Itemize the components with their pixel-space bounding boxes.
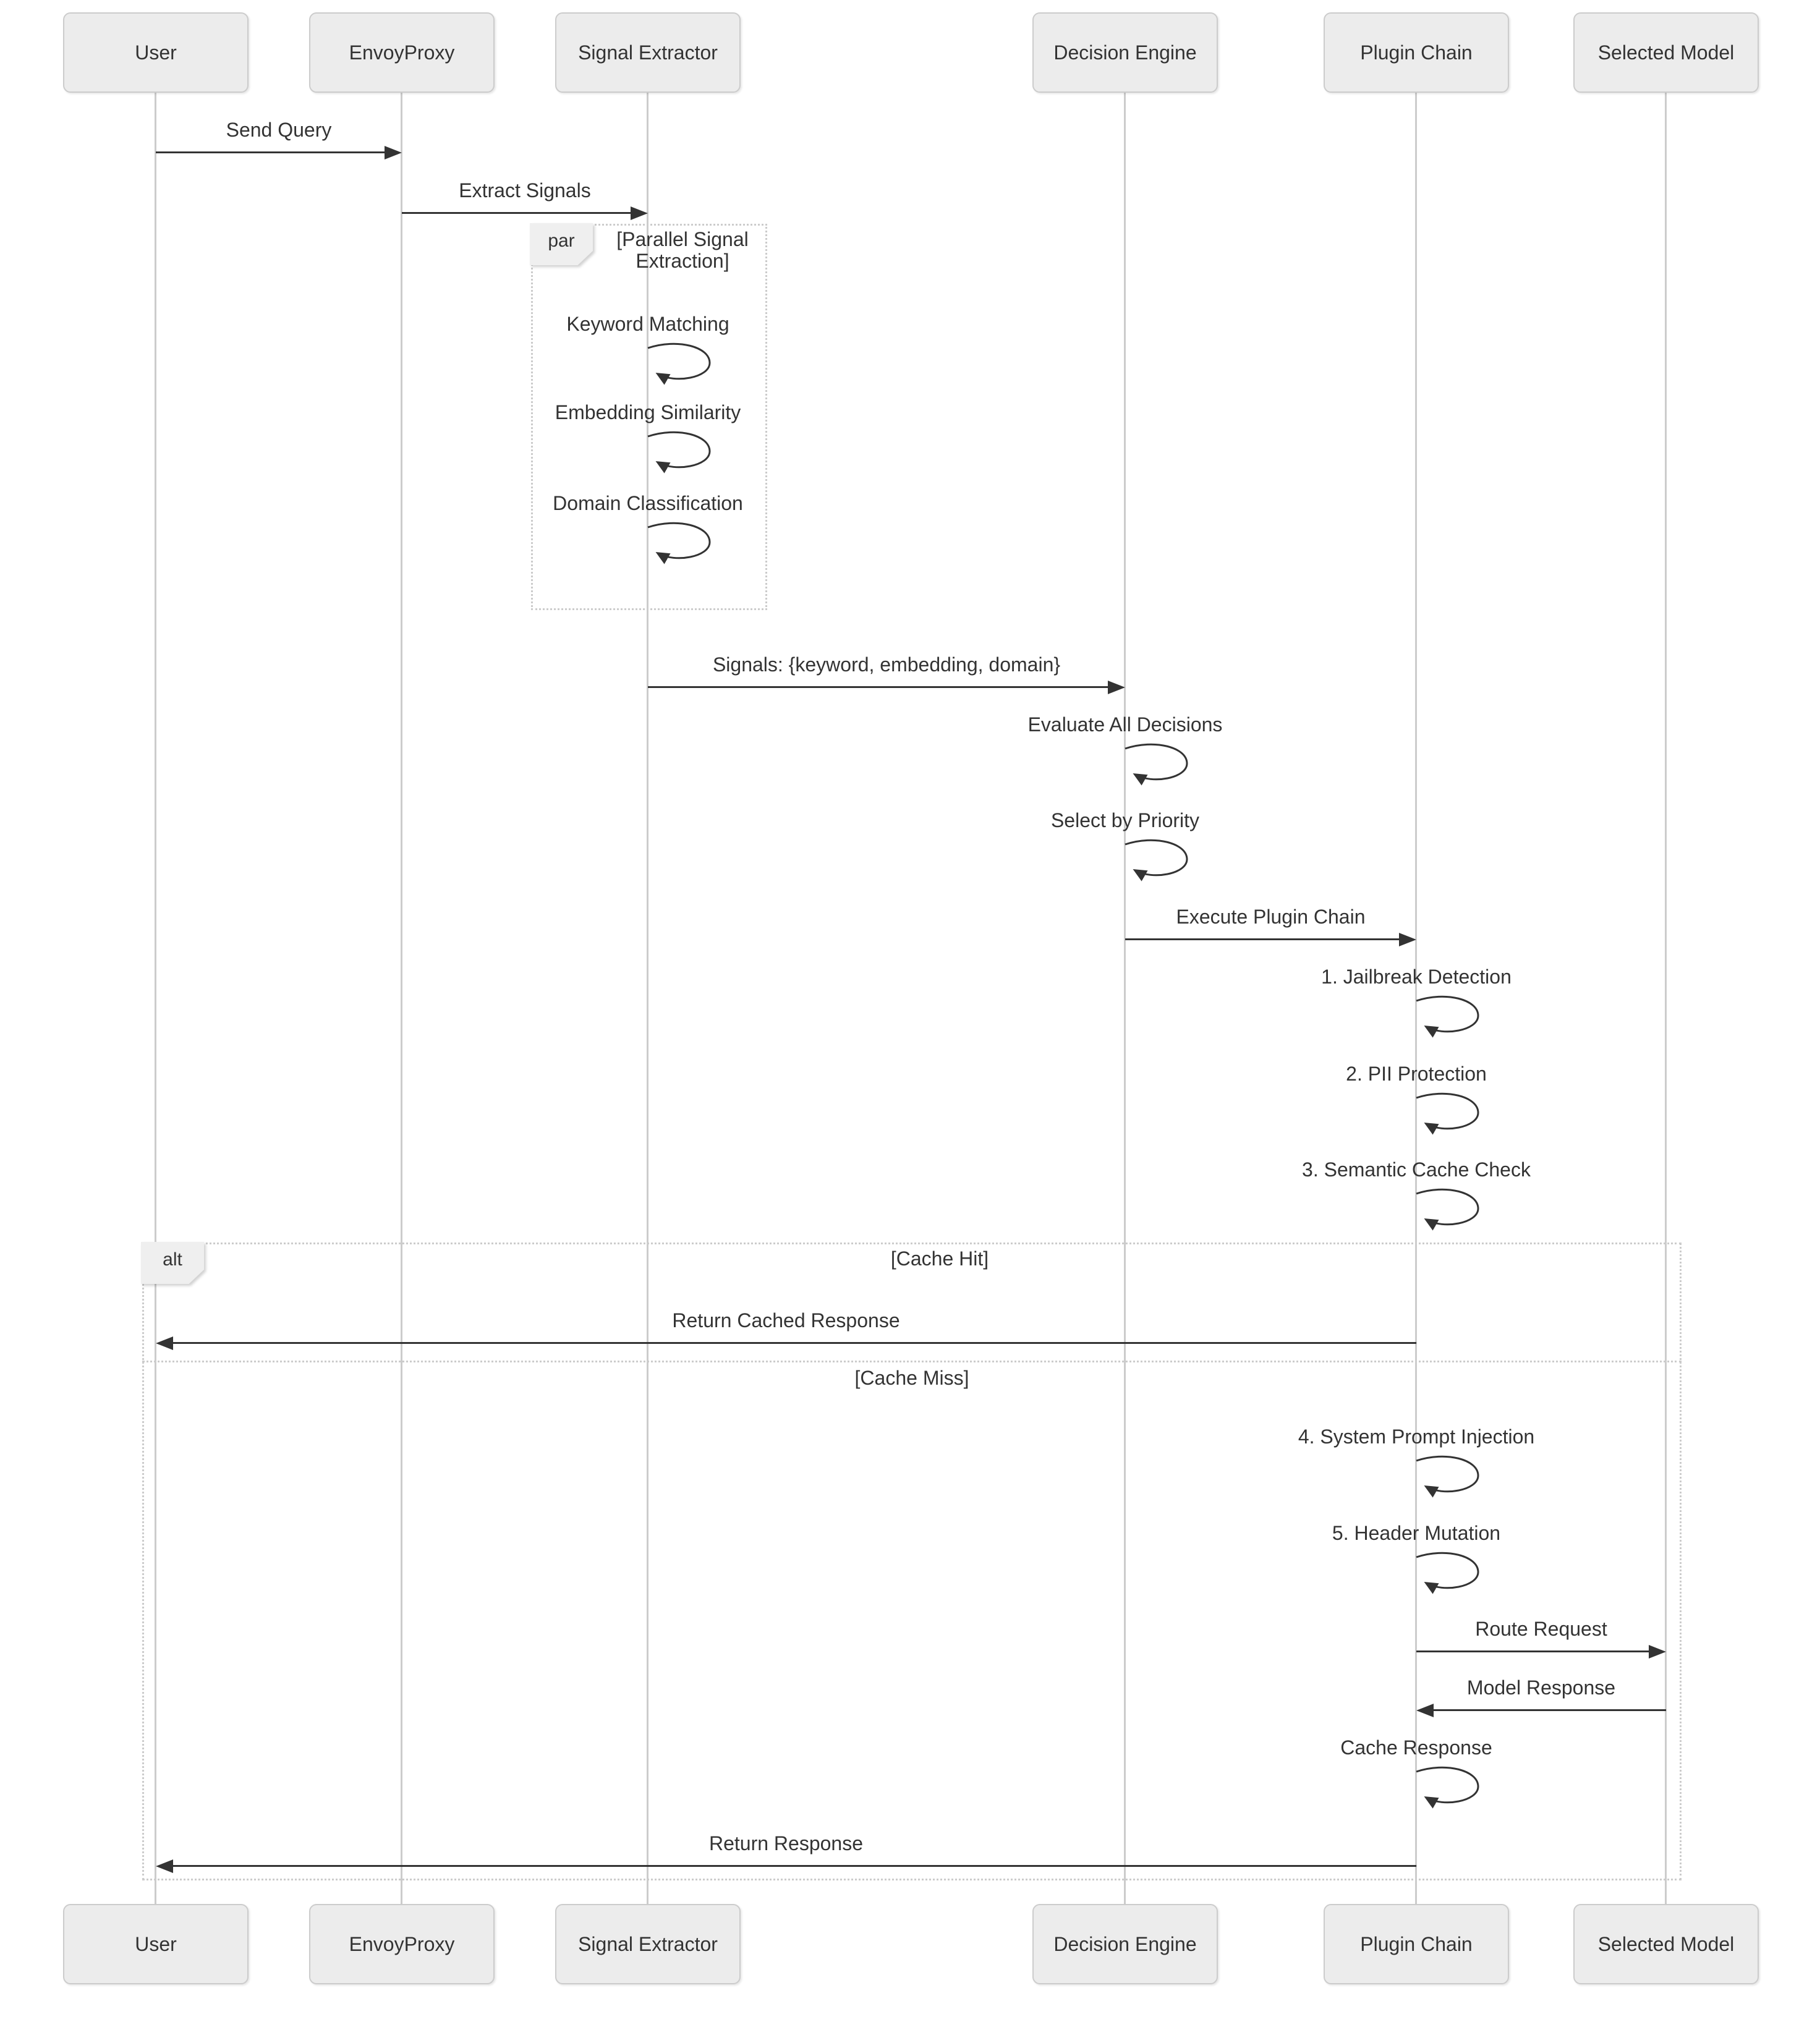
alt-label-box: alt (141, 1242, 204, 1284)
alt-label-shape (141, 1242, 204, 1284)
self-loop-arrow (1125, 743, 1188, 786)
arrowhead-right (385, 146, 402, 159)
arrowhead-left (156, 1859, 173, 1873)
self-message-label: 3. Semantic Cache Check (1302, 1158, 1531, 1181)
actor-envoyproxy-bottom: EnvoyProxy (309, 1904, 495, 1984)
self-loop-arrow (1125, 839, 1188, 882)
self-loop-arrow (1416, 1552, 1479, 1594)
message-line (1125, 938, 1400, 940)
self-loop-arrow (1416, 1092, 1479, 1135)
self-message-label: Select by Priority (1050, 809, 1200, 831)
actor-selected-model-top: Selected Model (1573, 12, 1759, 93)
self-message-label: 5. Header Mutation (1332, 1522, 1501, 1544)
message-line (402, 212, 632, 214)
alt-section-title: [Cache Hit] (890, 1247, 989, 1270)
par-label-shape (530, 223, 593, 265)
message-line (156, 151, 386, 153)
alt-section-title: [Cache Miss] (854, 1366, 969, 1389)
lifeline-plugin-chain (1415, 93, 1417, 1904)
self-loop-arrow (1416, 1188, 1479, 1231)
self-loop-arrow (1416, 1766, 1479, 1809)
self-message-label: Cache Response (1340, 1736, 1492, 1759)
message-label: Extract Signals (459, 179, 591, 202)
lifeline-decision-engine (1124, 93, 1126, 1904)
actor-label: User (135, 1932, 177, 1955)
message-label: Return Response (708, 1832, 864, 1854)
alt-label-text: alt (163, 1249, 182, 1270)
actor-label: Decision Engine (1053, 1932, 1197, 1955)
actor-user-top: User (63, 12, 249, 93)
self-message-label: Evaluate All Decisions (1027, 713, 1223, 736)
actor-label: User (135, 41, 177, 64)
actor-decision-engine-top: Decision Engine (1032, 12, 1218, 93)
message-label: Return Cached Response (672, 1309, 900, 1332)
alt-fragment-frame (142, 1243, 1682, 1880)
par-label-box: par (530, 223, 593, 265)
actor-label: EnvoyProxy (349, 1932, 455, 1955)
lifeline-envoyproxy (401, 93, 402, 1904)
actor-label: Signal Extractor (578, 1932, 718, 1955)
arrowhead-left (156, 1336, 173, 1350)
alt-divider (142, 1361, 1682, 1362)
actor-decision-engine-bottom: Decision Engine (1032, 1904, 1218, 1984)
actor-label: Selected Model (1597, 1932, 1735, 1955)
actor-plugin-chain-top: Plugin Chain (1324, 12, 1509, 93)
actor-label: Selected Model (1597, 41, 1735, 64)
actor-label: Plugin Chain (1360, 1932, 1473, 1955)
par-fragment-frame (531, 224, 767, 610)
self-message-label: Embedding Similarity (555, 401, 741, 423)
message-label: Send Query (226, 119, 332, 141)
lifeline-user (155, 93, 156, 1904)
message-line (172, 1342, 1416, 1344)
message-label: Signals: {keyword, embedding, domain} (712, 653, 1061, 676)
actor-selected-model-bottom: Selected Model (1573, 1904, 1759, 1984)
self-message-label: 1. Jailbreak Detection (1321, 966, 1512, 988)
par-label-text: par (548, 231, 575, 251)
actor-envoyproxy-top: EnvoyProxy (309, 12, 495, 93)
arrowhead-right (1399, 933, 1416, 946)
arrowhead-left (1416, 1704, 1434, 1717)
message-label: Route Request (1475, 1618, 1607, 1640)
message-label: Model Response (1466, 1676, 1616, 1699)
arrowhead-right (1108, 681, 1125, 694)
self-loop-arrow (647, 522, 711, 564)
self-loop-arrow (647, 431, 711, 474)
actor-signal-extractor-top: Signal Extractor (555, 12, 741, 93)
message-line (648, 686, 1109, 688)
message-line (172, 1865, 1416, 1867)
lifeline-selected-model (1665, 93, 1667, 1904)
self-message-label: 2. PII Protection (1346, 1063, 1487, 1085)
self-message-label: Keyword Matching (566, 313, 729, 335)
actor-signal-extractor-bottom: Signal Extractor (555, 1904, 741, 1984)
actor-plugin-chain-bottom: Plugin Chain (1324, 1904, 1509, 1984)
arrowhead-right (631, 206, 648, 220)
message-label: Execute Plugin Chain (1176, 906, 1366, 928)
actor-label: Plugin Chain (1360, 41, 1473, 64)
self-loop-arrow (647, 342, 711, 385)
self-loop-arrow (1416, 1455, 1479, 1498)
self-message-label: 4. System Prompt Injection (1298, 1425, 1535, 1448)
lifeline-signal-extractor (647, 93, 648, 1904)
arrowhead-right (1649, 1645, 1666, 1659)
message-line (1432, 1709, 1666, 1711)
actor-label: Decision Engine (1053, 41, 1197, 64)
par-section-title: [Parallel Signal Extraction] (616, 228, 749, 272)
message-line (1416, 1651, 1650, 1652)
self-message-label: Domain Classification (553, 492, 743, 514)
actor-user-bottom: User (63, 1904, 249, 1984)
actor-label: Signal Extractor (578, 41, 718, 64)
self-loop-arrow (1416, 995, 1479, 1038)
actor-label: EnvoyProxy (349, 41, 455, 64)
